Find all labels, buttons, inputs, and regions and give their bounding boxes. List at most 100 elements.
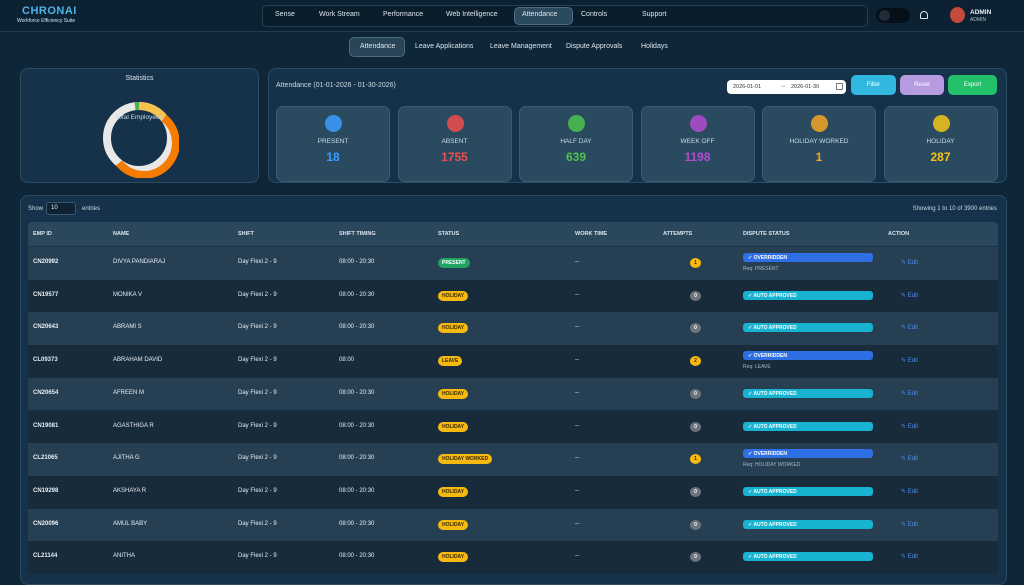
attendance-title: Attendance (01-01-2026 - 01-30-2026) xyxy=(276,82,396,89)
dispute-request: Req: PRESENT xyxy=(743,266,779,272)
shift-timing: 08:00 - 20:30 xyxy=(339,259,374,265)
stat-label: HOLIDAY xyxy=(885,138,997,145)
tab[interactable]: Holidays xyxy=(641,43,668,50)
shift-timing: 08:00 - 20:30 xyxy=(339,521,374,527)
dispute-badge: OVERRIDDEN xyxy=(743,351,873,360)
button[interactable]: Filter xyxy=(851,75,896,95)
table-info: Showing 1 to 10 of 3900 entries xyxy=(913,206,997,212)
show-label: Show xyxy=(28,206,43,212)
edit-action[interactable]: Edit xyxy=(901,553,918,560)
edit-action[interactable]: Edit xyxy=(901,357,918,364)
emp-id: CN19081 xyxy=(33,423,58,429)
shift-timing: 08:00 - 20:30 xyxy=(339,324,374,330)
nav-item[interactable]: Performance xyxy=(383,11,423,18)
shift: Day Flexi 2 - 9 xyxy=(238,423,277,429)
name: ABRAHAM DAVID xyxy=(113,357,162,363)
edit-action[interactable]: Edit xyxy=(901,259,918,266)
nav-item[interactable]: Sense xyxy=(275,11,295,18)
dispute-badge: AUTO APPROVED xyxy=(743,520,873,529)
edit-action[interactable]: Edit xyxy=(901,292,918,299)
status-badge: PRESENT xyxy=(438,258,470,268)
edit-action[interactable]: Edit xyxy=(901,390,918,397)
emp-id: CL21144 xyxy=(33,553,57,559)
attempts-badge: 0 xyxy=(690,291,701,301)
column-header: ATTEMPTS xyxy=(663,231,692,237)
nav-item[interactable]: Support xyxy=(642,11,667,18)
stat-value: 639 xyxy=(520,150,632,164)
column-header: STATUS xyxy=(438,231,459,237)
edit-action[interactable]: Edit xyxy=(901,455,918,462)
stat-icon xyxy=(325,115,342,132)
status-badge: LEAVE xyxy=(438,356,462,366)
calendar-icon xyxy=(836,83,843,90)
tab[interactable]: Leave Applications xyxy=(415,43,473,50)
stat-label: HOLIDAY WORKED xyxy=(763,138,875,145)
work-time: -- xyxy=(575,357,579,363)
stat-icon xyxy=(690,115,707,132)
work-time: -- xyxy=(575,553,579,559)
nav-item[interactable]: Controls xyxy=(581,11,607,18)
date-arrow: → xyxy=(780,83,786,89)
table-row xyxy=(28,345,998,378)
work-time: -- xyxy=(575,292,579,298)
name: MONIKA V xyxy=(113,292,142,298)
nav-item[interactable]: Attendance xyxy=(522,11,557,18)
user-name: ADMIN xyxy=(970,9,991,16)
stat-icon xyxy=(933,115,950,132)
tab[interactable]: Leave Management xyxy=(490,43,552,50)
shift-timing: 08:00 - 20:30 xyxy=(339,553,374,559)
edit-action[interactable]: Edit xyxy=(901,488,918,495)
tab[interactable]: Attendance xyxy=(360,43,395,50)
status-badge: HOLIDAY xyxy=(438,487,468,497)
shift: Day Flexi 2 - 9 xyxy=(238,553,277,559)
work-time: -- xyxy=(575,259,579,265)
status-badge: HOLIDAY xyxy=(438,520,468,530)
column-header: WORK TIME xyxy=(575,231,607,237)
avatar[interactable] xyxy=(950,7,965,23)
shift: Day Flexi 2 - 9 xyxy=(238,390,277,396)
shift-timing: 08:00 - 20:30 xyxy=(339,390,374,396)
status-badge: HOLIDAY xyxy=(438,323,468,333)
page-size: 10 xyxy=(51,205,58,211)
name: AMUL BABY xyxy=(113,521,147,527)
status-badge: HOLIDAY xyxy=(438,291,468,301)
work-time: -- xyxy=(575,488,579,494)
nav-item[interactable]: Web Intelligence xyxy=(446,11,498,18)
tagline: Workforce Efficiency Suite xyxy=(17,18,75,24)
attempts-badge: 0 xyxy=(690,389,701,399)
stat-value: 1198 xyxy=(642,150,754,164)
attempts-badge: 0 xyxy=(690,422,701,432)
edit-action[interactable]: Edit xyxy=(901,423,918,430)
date-from: 2026-01-01 xyxy=(733,84,761,90)
shift: Day Flexi 2 - 9 xyxy=(238,259,277,265)
shift-timing: 08:00 - 20:30 xyxy=(339,423,374,429)
column-header: NAME xyxy=(113,231,129,237)
emp-id: CN19577 xyxy=(33,292,58,298)
attempts-badge: 0 xyxy=(690,520,701,530)
tab[interactable]: Dispute Approvals xyxy=(566,43,622,50)
emp-id: CN20992 xyxy=(33,259,58,265)
stat-icon xyxy=(568,115,585,132)
emp-id: CL09373 xyxy=(33,357,58,363)
stat-icon xyxy=(447,115,464,132)
bell-icon[interactable] xyxy=(920,11,928,19)
edit-action[interactable]: Edit xyxy=(901,324,918,331)
stat-label: PRESENT xyxy=(277,138,389,145)
logo[interactable]: CHRONAI xyxy=(22,5,77,17)
shift-timing: 08:00 - 20:30 xyxy=(339,292,374,298)
button[interactable]: Reset xyxy=(900,75,944,95)
emp-id: CN20096 xyxy=(33,521,58,527)
button[interactable]: Export xyxy=(948,75,997,95)
shift: Day Flexi 2 - 9 xyxy=(238,488,277,494)
status-badge: HOLIDAY xyxy=(438,422,468,432)
column-header: EMP ID xyxy=(33,231,52,237)
shift: Day Flexi 2 - 9 xyxy=(238,292,277,298)
entries-label: entries xyxy=(82,206,100,212)
work-time: -- xyxy=(575,455,579,461)
shift: Day Flexi 2 - 9 xyxy=(238,455,277,461)
edit-action[interactable]: Edit xyxy=(901,521,918,528)
nav-item[interactable]: Work Stream xyxy=(319,11,360,18)
